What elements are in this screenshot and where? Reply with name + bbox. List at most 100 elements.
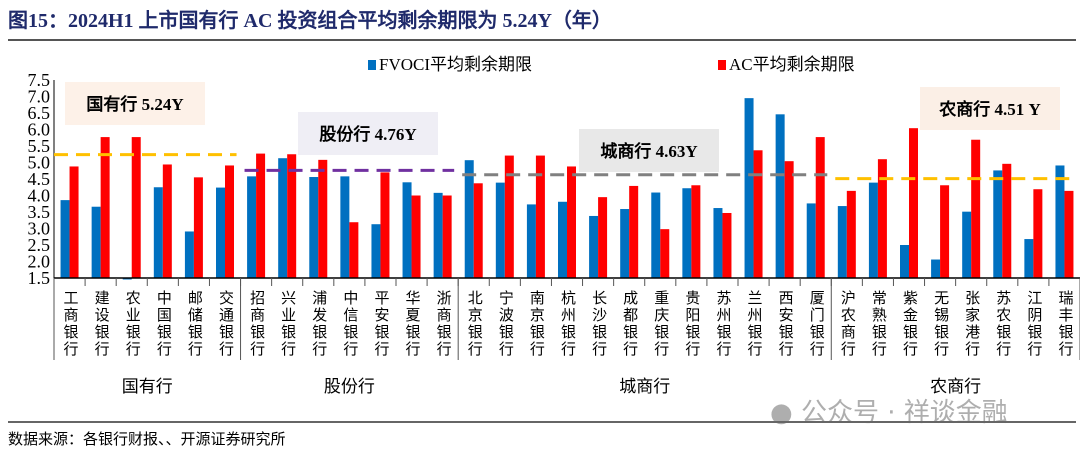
category-label: 江阴银行 (1025, 290, 1042, 358)
category-label: 中信银行 (341, 290, 358, 358)
legend-swatch-red (718, 60, 726, 70)
bar-fvoci (993, 170, 1003, 278)
bar-ac (629, 185, 639, 278)
average-annotation-label: 股份行 4.76Y (319, 124, 416, 144)
bar-fvoci (868, 182, 878, 278)
bar-ac (69, 166, 79, 278)
category-label: 南京银行 (528, 290, 545, 358)
category-label: 中国银行 (155, 290, 172, 358)
category-label: 邮储银行 (186, 290, 203, 358)
y-tick-label: 7.5 (28, 70, 51, 90)
bar-ac (815, 137, 825, 278)
category-label: 常熟银行 (870, 290, 887, 358)
category-label: 浙商银行 (435, 290, 452, 358)
bar-fvoci (620, 209, 630, 278)
category-label: 招商银行 (248, 290, 265, 358)
category-label: 工商银行 (62, 290, 79, 358)
category-label: 苏州银行 (714, 290, 731, 358)
bar-ac (660, 229, 670, 278)
category-label: 兰州银行 (746, 290, 763, 358)
y-tick-label: 3.0 (28, 219, 51, 239)
bar-ac (598, 197, 608, 278)
bar-fvoci (1055, 165, 1065, 278)
bar-ac (722, 212, 732, 278)
bar-ac (940, 185, 950, 278)
bar-fvoci (495, 182, 505, 278)
watermark: ● 公众号 · 祥谈金融 (770, 392, 1008, 429)
bar-fvoci (962, 211, 972, 278)
bar-fvoci (309, 177, 319, 278)
category-label: 农业银行 (124, 290, 141, 358)
bar-fvoci (931, 259, 941, 278)
bar-ac (567, 166, 576, 278)
bar-fvoci (247, 176, 257, 278)
source-note: 数据来源：各银行财报、、开源证券研究所 (8, 432, 286, 448)
bar-ac (971, 139, 981, 278)
bar-ac (504, 155, 514, 278)
bar-ac (411, 195, 421, 278)
bar-fvoci (464, 160, 474, 278)
average-annotation-box (298, 112, 438, 155)
category-label: 交通银行 (217, 289, 234, 358)
bar-ac (784, 161, 794, 278)
wechat-icon: ● (770, 398, 793, 428)
average-annotation-label: 国有行 5.24Y (86, 94, 183, 114)
watermark-text: 公众号 · 祥谈金融 (800, 398, 1008, 428)
category-label: 苏农银行 (994, 290, 1011, 358)
y-tick-label: 1.5 (28, 268, 51, 288)
bar-fvoci (558, 201, 567, 278)
category-label: 张家港行 (963, 290, 980, 358)
group-label: 城商行 (619, 377, 670, 396)
bar-ac (691, 185, 701, 278)
bar-ac (131, 137, 141, 278)
category-label: 成都银行 (621, 290, 638, 358)
bar-ac (1033, 189, 1043, 278)
bar-ac (100, 137, 110, 278)
y-tick-label: 4.5 (28, 169, 51, 189)
bar-ac (753, 150, 763, 278)
category-label: 平安银行 (372, 290, 389, 358)
y-tick-label: 3.5 (28, 202, 51, 222)
group-label: 农商行 (930, 377, 981, 396)
bar-fvoci (806, 203, 816, 278)
bar-fvoci (589, 215, 599, 278)
bar-ac (535, 155, 545, 278)
bar-fvoci (340, 176, 350, 278)
category-label: 瑞丰银行 (1056, 290, 1073, 358)
category-label: 杭州银行 (559, 290, 576, 358)
category-label: 宁波银行 (497, 290, 514, 358)
category-label: 建设银行 (93, 290, 110, 358)
bar-ac (1002, 163, 1012, 278)
category-label: 厦门银行 (808, 290, 825, 358)
legend-swatch-blue (368, 60, 376, 70)
bar-fvoci (216, 187, 225, 278)
y-tick-label: 5.0 (28, 153, 51, 173)
y-tick-label: 7.0 (28, 87, 51, 107)
bar-ac (442, 195, 452, 278)
bar-ac (193, 177, 203, 278)
bar-ac (1064, 190, 1074, 278)
category-label: 兴业银行 (279, 290, 296, 358)
bar-ac (877, 159, 887, 278)
bar-fvoci (60, 200, 70, 278)
group-label: 股份行 (324, 377, 375, 396)
category-label: 贵阳银行 (683, 290, 700, 358)
y-tick-label: 6.5 (28, 103, 51, 123)
y-tick-label: 5.5 (28, 136, 51, 156)
bar-fvoci (900, 245, 909, 278)
bar-fvoci (526, 204, 536, 278)
bar-ac (846, 190, 856, 278)
bar-ac (225, 165, 234, 278)
group-label: 国有行 (122, 377, 173, 396)
bar-fvoci (402, 182, 412, 278)
average-annotation-box (579, 129, 719, 172)
title-divider (8, 39, 1076, 41)
bar-fvoci (837, 206, 847, 278)
legend-label: FVOCI平均剩余期限 (379, 55, 533, 74)
category-label: 重庆银行 (652, 290, 669, 358)
bar-ac (318, 159, 328, 278)
bar-fvoci (433, 192, 443, 278)
bar-fvoci (278, 158, 288, 278)
average-annotation-box (65, 82, 205, 125)
